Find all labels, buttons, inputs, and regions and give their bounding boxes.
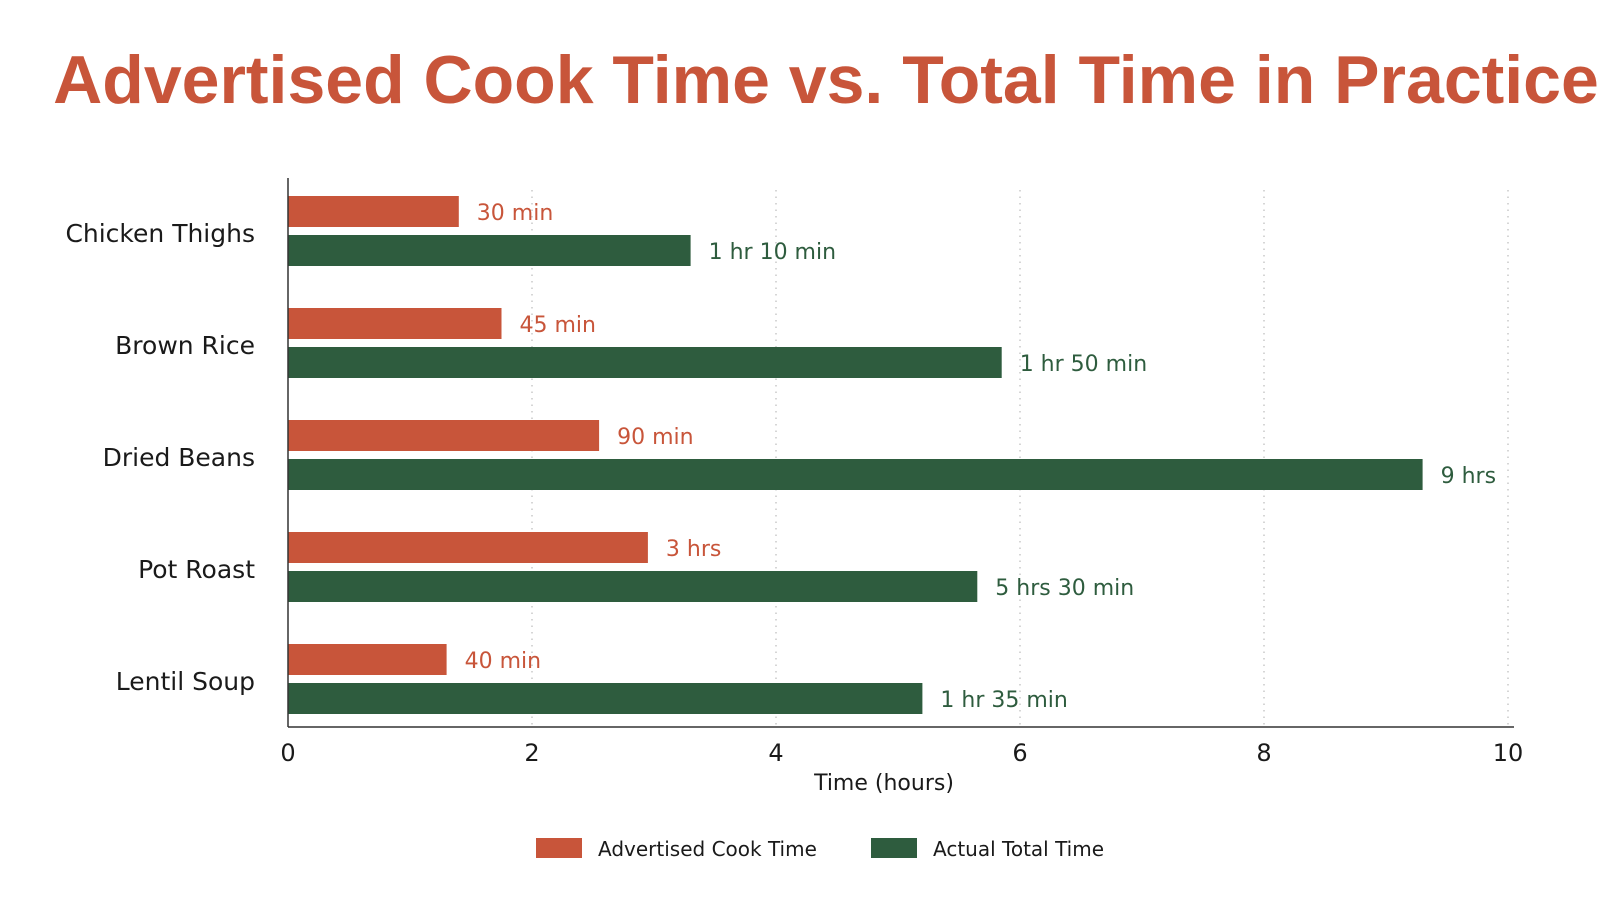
- bar-advertised: [288, 532, 648, 563]
- bar-layer: 30 min 1 hr 10 min 45 min 1 hr 50 min 90 min…: [288, 196, 1496, 714]
- data-label: 1 hr 50 min: [1020, 352, 1147, 377]
- data-label: 1 hr 10 min: [709, 240, 836, 265]
- legend: Advertised Cook Time Actual Total Time: [536, 837, 1104, 861]
- category-label: Brown Rice: [115, 331, 255, 360]
- x-tick-label: 0: [280, 739, 295, 767]
- data-label: 40 min: [465, 649, 541, 674]
- data-label: 9 hrs: [1441, 464, 1496, 489]
- bar-actual: [288, 571, 978, 602]
- bar-actual: [288, 683, 923, 714]
- bar-advertised: [288, 196, 459, 227]
- x-tick-label: 2: [524, 739, 539, 767]
- category-label: Dried Beans: [103, 443, 255, 472]
- legend-swatch-advertised: [536, 838, 582, 858]
- x-tick-label: 4: [768, 739, 783, 767]
- legend-swatch-actual: [871, 838, 917, 858]
- category-label: Chicken Thighs: [65, 219, 255, 248]
- bar-actual: [288, 459, 1423, 490]
- bar-advertised: [288, 308, 502, 339]
- data-label: 1 hr 35 min: [940, 688, 1067, 713]
- data-label: 90 min: [617, 425, 693, 450]
- category-label: Pot Roast: [138, 555, 255, 584]
- bar-advertised: [288, 644, 447, 675]
- x-tick-label: 6: [1012, 739, 1027, 767]
- bar-advertised: [288, 420, 600, 451]
- bar-actual: [288, 235, 691, 266]
- data-label: 3 hrs: [666, 537, 721, 562]
- axis-layer: Chicken Thighs Brown Rice Dried Beans Pot R…: [65, 178, 1523, 767]
- x-axis-title: Time (hours): [813, 771, 954, 796]
- x-tick-label: 10: [1493, 739, 1524, 767]
- data-label: 45 min: [520, 313, 596, 338]
- chart-title: Advertised Cook Time vs. Total Time in P…: [53, 42, 1599, 118]
- bar-actual: [288, 347, 1002, 378]
- x-tick-label: 8: [1256, 739, 1271, 767]
- legend-label-actual: Actual Total Time: [933, 837, 1104, 861]
- data-label: 30 min: [477, 201, 553, 226]
- category-label: Lentil Soup: [116, 667, 255, 696]
- grid-layer: [531, 190, 1509, 727]
- data-label: 5 hrs 30 min: [995, 576, 1134, 601]
- legend-label-advertised: Advertised Cook Time: [598, 837, 817, 861]
